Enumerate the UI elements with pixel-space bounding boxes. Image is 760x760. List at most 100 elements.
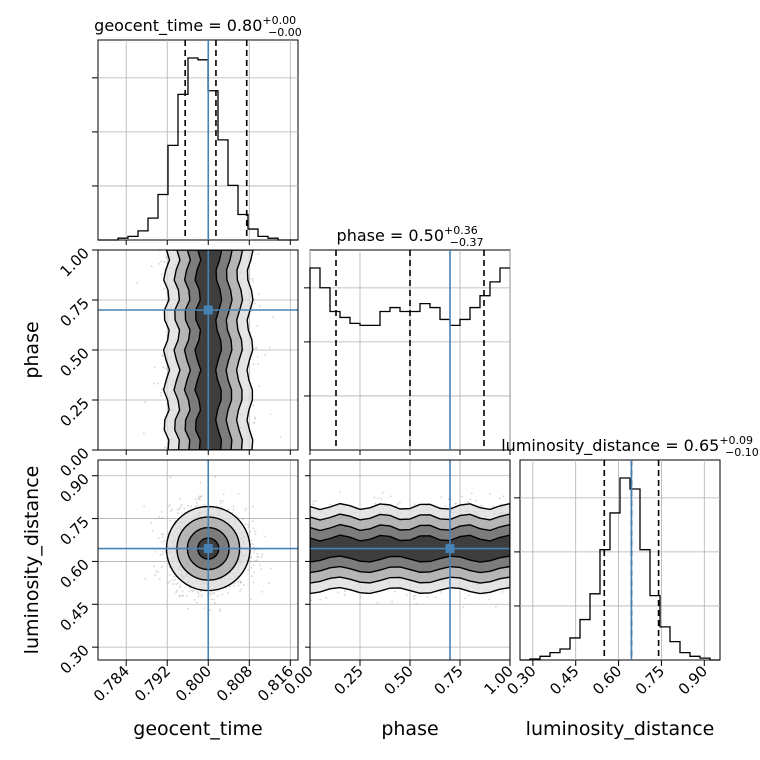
sample-point xyxy=(194,505,197,508)
sample-point xyxy=(467,500,470,503)
sample-point xyxy=(181,594,184,597)
truth-marker xyxy=(203,544,213,554)
panel-contents xyxy=(310,460,510,660)
sample-point xyxy=(271,316,274,318)
sample-point xyxy=(343,593,346,596)
panel-hist-phase: phase = 0.50+0.36 −0.37 xyxy=(304,224,511,451)
sample-point xyxy=(391,600,393,603)
sample-point xyxy=(244,509,247,512)
sample-point xyxy=(198,495,201,498)
sample-point xyxy=(256,552,259,555)
sample-point xyxy=(254,347,257,350)
sample-point xyxy=(257,555,259,558)
sample-point xyxy=(212,598,215,601)
sample-point xyxy=(219,610,221,612)
sample-point xyxy=(501,590,504,593)
sample-point xyxy=(187,504,189,507)
sample-point xyxy=(253,551,255,554)
panel-hist-geocent_time: geocent_time = 0.80+0.00 −0.00 xyxy=(92,14,302,241)
sample-point xyxy=(175,583,178,585)
sample-point xyxy=(254,549,257,551)
sample-point xyxy=(203,607,206,609)
sample-point xyxy=(256,324,259,327)
sample-point xyxy=(222,500,224,503)
sample-point xyxy=(415,602,418,605)
sample-point xyxy=(154,550,157,553)
sample-point xyxy=(339,491,341,494)
sample-point xyxy=(489,492,491,495)
panel-frame xyxy=(97,39,299,241)
sample-point xyxy=(242,518,245,521)
sample-point xyxy=(250,556,253,559)
sample-point xyxy=(329,503,332,506)
histogram-step-luminosity_distance xyxy=(520,477,720,661)
sample-point xyxy=(156,571,159,574)
sample-point xyxy=(171,508,174,511)
sample-point xyxy=(178,595,181,598)
sample-point xyxy=(191,590,194,593)
sample-point xyxy=(151,529,154,532)
sample-point xyxy=(161,536,164,539)
panel-frame xyxy=(97,459,299,661)
sample-point xyxy=(263,535,266,538)
sample-point xyxy=(153,366,156,369)
sample-point xyxy=(256,355,259,358)
sample-point xyxy=(162,533,165,536)
sample-point xyxy=(155,570,158,573)
sample-point xyxy=(244,523,247,526)
sample-point xyxy=(168,574,171,576)
sample-point xyxy=(178,586,181,589)
sample-point xyxy=(226,592,229,594)
sample-point xyxy=(183,507,186,509)
sample-point xyxy=(258,305,261,307)
sample-point xyxy=(144,401,146,403)
sample-point xyxy=(195,601,198,604)
sample-point xyxy=(157,382,160,385)
sample-point xyxy=(252,363,255,366)
sample-point xyxy=(479,505,482,508)
panel-contents xyxy=(98,460,298,660)
sample-point xyxy=(249,331,252,334)
sample-point xyxy=(161,551,164,553)
sample-point xyxy=(197,592,200,595)
sample-point xyxy=(337,591,340,594)
sample-point xyxy=(161,388,164,391)
sample-point xyxy=(220,506,223,509)
sample-point xyxy=(249,556,252,559)
sample-point xyxy=(199,590,202,593)
sample-point xyxy=(261,553,264,555)
sample-point xyxy=(162,366,165,369)
sample-point xyxy=(221,593,223,596)
sample-point xyxy=(232,585,235,587)
sample-point xyxy=(153,565,155,568)
sample-point xyxy=(167,505,170,508)
sample-point xyxy=(250,598,253,601)
sample-point xyxy=(252,543,254,546)
sample-point xyxy=(173,575,176,578)
panel-2d-geocent_time-luminosity_distance xyxy=(97,459,299,661)
sample-point xyxy=(253,302,256,305)
sample-point xyxy=(252,280,254,283)
sample-point xyxy=(163,260,166,263)
sample-point xyxy=(178,508,181,510)
sample-point xyxy=(203,504,206,506)
sample-point xyxy=(154,574,157,577)
sample-point xyxy=(270,567,272,570)
sample-point xyxy=(175,591,177,594)
sample-point xyxy=(239,581,242,584)
sample-point xyxy=(251,278,254,280)
sample-point xyxy=(240,581,243,584)
sample-point xyxy=(161,533,163,536)
sample-point xyxy=(254,559,257,562)
sample-point xyxy=(249,277,251,280)
sample-point xyxy=(136,282,138,285)
sample-point xyxy=(373,496,376,499)
panel-contents xyxy=(98,250,298,450)
sample-point xyxy=(495,605,497,608)
sample-point xyxy=(182,594,185,597)
sample-point xyxy=(200,595,203,598)
sample-point xyxy=(200,593,203,596)
sample-point xyxy=(249,530,252,533)
panel-2d-phase-luminosity_distance xyxy=(309,459,511,661)
sample-point xyxy=(210,598,213,601)
